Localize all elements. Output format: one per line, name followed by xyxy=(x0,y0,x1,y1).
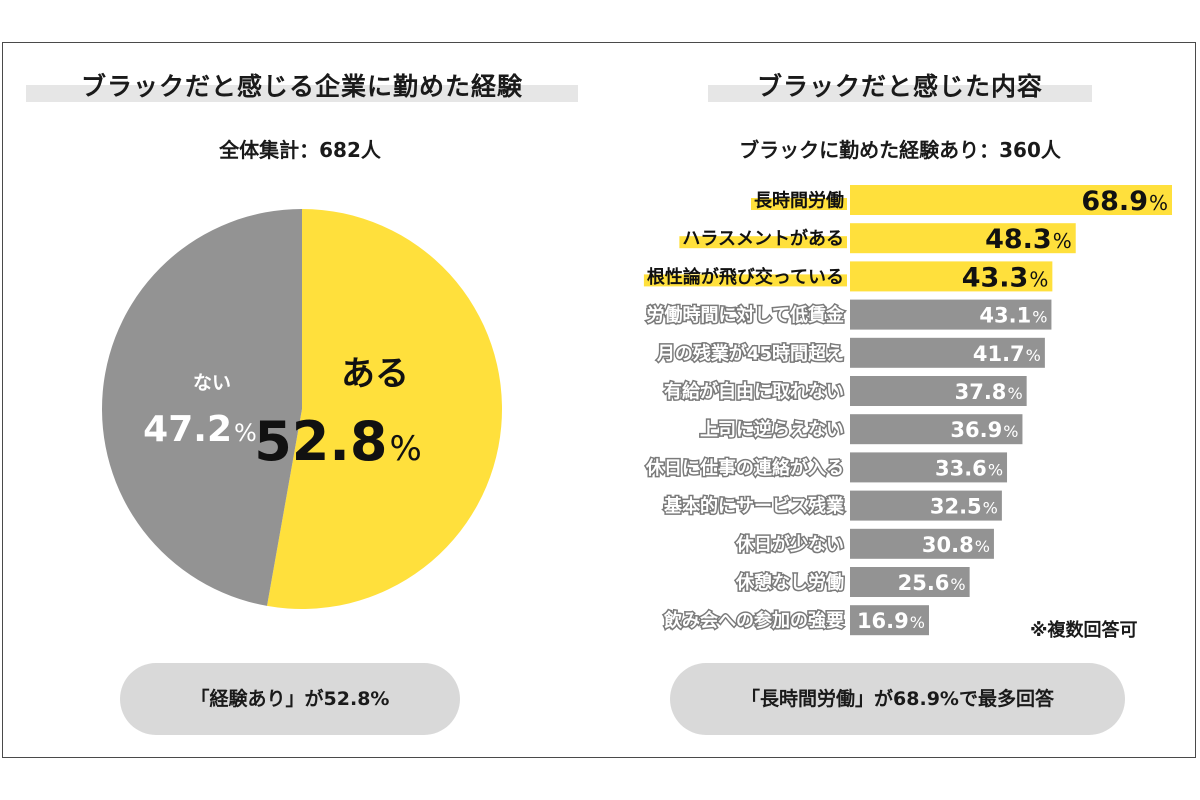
bar-category-label-1: ハラスメントがある xyxy=(682,228,844,250)
title-highlight xyxy=(26,85,578,102)
bar-4 xyxy=(850,337,1045,368)
bar-10 xyxy=(850,567,970,597)
bar-label-highlight-1 xyxy=(679,236,847,249)
bar-category-label-5: 有給が自由に取れない xyxy=(664,381,844,403)
bar-6 xyxy=(850,414,1023,445)
bar-8 xyxy=(850,490,1002,521)
right-summary-pill: 「長時間労働」が68.9%で最多回答 xyxy=(670,663,1125,735)
title-highlight xyxy=(708,85,1092,102)
bar-value-label-0: 68.9% xyxy=(1081,186,1168,217)
right-panel-title: ブラックだと感じた内容 xyxy=(708,72,1092,102)
bar-category-label-4: 月の残業が45時間超え xyxy=(656,342,844,364)
left-summary-pill: 「経験あり」が52.8% xyxy=(120,663,460,735)
bar-0 xyxy=(850,185,1172,215)
bar-5 xyxy=(850,376,1027,406)
bar-value-label-1: 48.3% xyxy=(985,224,1072,255)
bar-category-label-3: 労働時間に対して低賃金 xyxy=(647,304,845,326)
bar-value-label-2: 43.3% xyxy=(962,262,1049,293)
bar-value-label-10: 25.6% xyxy=(898,571,966,595)
pie-slice-value-1: 47.2% xyxy=(143,409,257,450)
pie-slice-0 xyxy=(266,209,503,609)
pie-slice-label-1: ない xyxy=(193,372,231,394)
bar-11 xyxy=(850,605,929,636)
bar-label-highlight-0 xyxy=(751,198,847,210)
bar-value-label-11: 16.9% xyxy=(857,609,925,633)
pie-slice-1 xyxy=(102,209,303,606)
multiple-answers-note: ※複数回答可 xyxy=(1030,620,1138,641)
pie-slice-value-0: 52.8% xyxy=(254,410,422,473)
bar-7 xyxy=(850,452,1008,483)
bar-category-label-2: 根性論が飛び交っている xyxy=(647,266,844,288)
bar-category-label-9: 休日が少ない xyxy=(735,533,844,555)
left-title-text: ブラックだと感じる企業に勤めた経験 xyxy=(80,72,523,101)
bar-chart: 長時間労働 68.9% ハラスメントがある 48.3% 根性論が飛び交っている 43.3%… xyxy=(643,185,1172,636)
left-panel-subtitle: 全体集計：682人 xyxy=(219,138,381,162)
bar-category-label-8: 基本的にサービス残業 xyxy=(663,495,845,517)
left-panel-title: ブラックだと感じる企業に勤めた経験 xyxy=(26,72,578,102)
pie-slice-label-0: ある xyxy=(341,354,409,394)
bar-9 xyxy=(850,528,994,559)
bar-value-label-3: 43.1% xyxy=(979,304,1047,328)
bar-category-label-0: 長時間労働 xyxy=(754,190,844,212)
right-panel-subtitle: ブラックに勤めた経験あり：360人 xyxy=(739,138,1061,162)
bar-value-label-9: 30.8% xyxy=(922,533,990,557)
bar-value-label-4: 41.7% xyxy=(973,342,1041,366)
bar-value-label-6: 36.9% xyxy=(950,418,1018,442)
bar-3 xyxy=(850,299,1052,330)
bar-category-label-10: 休憩なし労働 xyxy=(735,572,844,594)
bar-1 xyxy=(850,223,1076,254)
bar-value-label-5: 37.8% xyxy=(955,380,1023,404)
bar-label-highlight-2 xyxy=(643,274,847,287)
bar-category-label-11: 飲み会への参加の強要 xyxy=(663,610,844,632)
bar-category-label-6: 上司に逆らえない xyxy=(700,419,844,441)
bar-category-label-7: 休日に仕事の連絡が入る xyxy=(645,457,844,479)
bar-value-label-7: 33.6% xyxy=(935,456,1003,480)
bar-2 xyxy=(850,261,1053,292)
bar-value-label-8: 32.5% xyxy=(930,495,998,519)
pie-chart: ある 52.8% ない 47.2% xyxy=(102,209,503,609)
right-title-text: ブラックだと感じた内容 xyxy=(756,72,1043,101)
